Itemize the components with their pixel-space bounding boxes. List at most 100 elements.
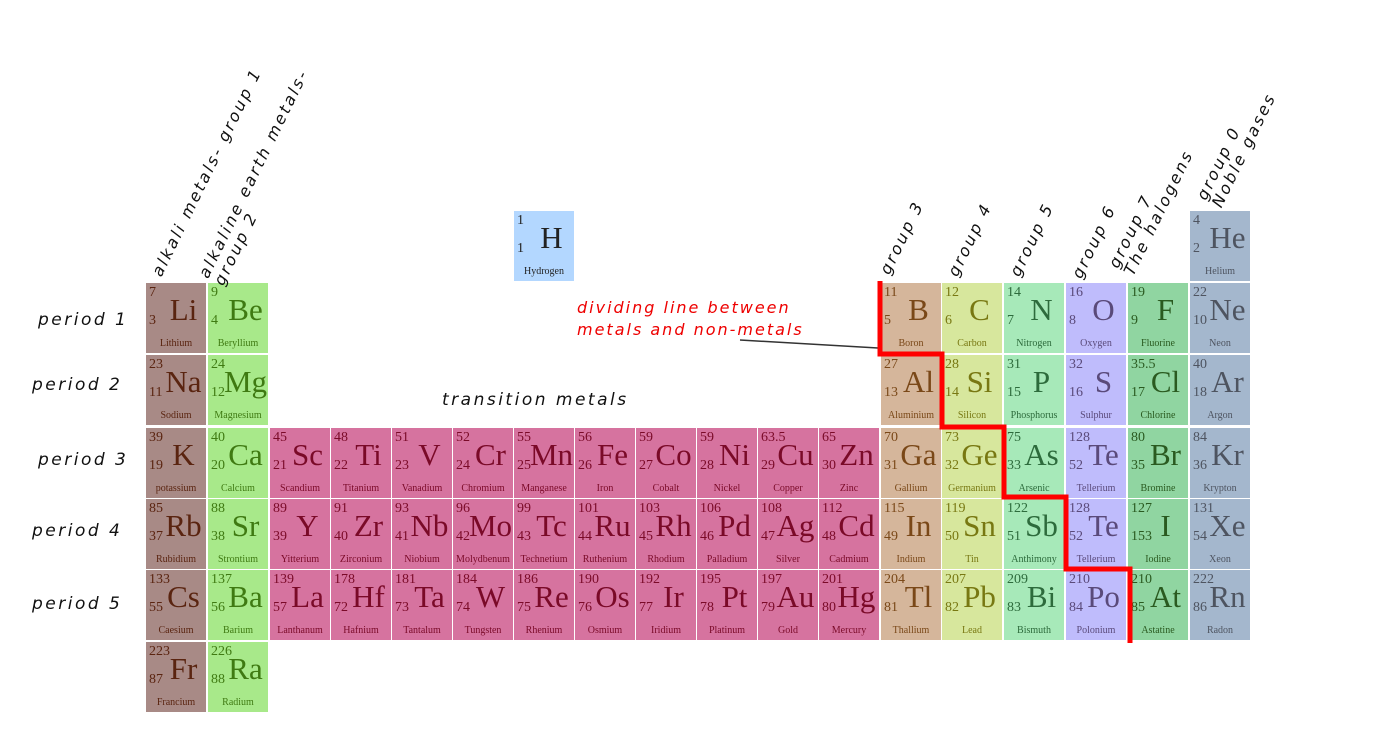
element-symbol: As — [1024, 437, 1059, 472]
element-name: Chromium — [461, 483, 505, 494]
element-symbol: Rn — [1209, 579, 1246, 614]
element-cell-as: 75 33 As Arsenic — [1004, 428, 1064, 498]
element-symbol: Y — [296, 508, 319, 543]
atomic-mass: 56 — [578, 430, 592, 445]
element-cell-s: 32 16 S Sulphur — [1066, 355, 1126, 425]
element-cell-ru: 101 44 Ru Ruthenium — [575, 499, 635, 569]
atomic-mass: 96 — [456, 501, 470, 516]
element-name: Lead — [962, 625, 982, 636]
element-cell-ne: 22 10 Ne Neon — [1190, 283, 1250, 353]
element-name: Strontium — [217, 554, 258, 565]
element-symbol: Ni — [719, 437, 750, 472]
element-symbol: N — [1030, 292, 1053, 327]
element-cell-ti: 48 22 Ti Titanium — [331, 428, 391, 498]
atomic-number: 86 — [1193, 600, 1207, 615]
element-cell-n: 14 7 N Nitrogen — [1004, 283, 1064, 353]
atomic-mass: 195 — [700, 572, 721, 587]
element-cell-pd: 106 46 Pd Palladium — [697, 499, 757, 569]
atomic-mass: 32 — [1069, 357, 1083, 372]
atomic-number: 88 — [211, 672, 225, 687]
element-cell-au: 197 79 Au Gold — [758, 570, 818, 640]
element-name: Beryllium — [217, 338, 259, 349]
atomic-mass: 11 — [884, 285, 898, 300]
element-name: Caesium — [158, 625, 194, 636]
element-name: potassium — [155, 483, 197, 494]
atomic-mass: 89 — [273, 501, 287, 516]
atomic-mass: 48 — [334, 430, 348, 445]
atomic-mass: 9 — [211, 285, 218, 300]
element-symbol: Sr — [231, 508, 260, 543]
atomic-mass: 204 — [884, 572, 905, 587]
atomic-mass: 181 — [395, 572, 416, 587]
atomic-mass: 88 — [211, 501, 225, 516]
atomic-mass: 84 — [1193, 430, 1207, 445]
element-symbol: C — [969, 292, 990, 327]
atomic-number: 76 — [578, 600, 592, 615]
atomic-number: 35 — [1131, 458, 1145, 473]
atomic-number: 4 — [211, 313, 218, 328]
element-symbol: Rh — [655, 508, 692, 543]
element-symbol: Ru — [594, 508, 631, 543]
period-label-3: period 3 — [38, 450, 129, 470]
element-symbol: Fe — [597, 437, 628, 472]
element-symbol: Ga — [900, 437, 937, 472]
element-symbol: Ra — [228, 651, 263, 686]
element-name: Radon — [1206, 625, 1234, 636]
element-cell-he: 4 2 He Helium — [1190, 211, 1250, 281]
metal-nonmetal-dividing-line — [877, 281, 1133, 643]
atomic-mass: 1 — [517, 213, 524, 228]
element-name: Bismuth — [1017, 625, 1051, 636]
element-name: Zirconium — [339, 554, 383, 565]
atomic-number: 153 — [1131, 529, 1152, 544]
atomic-mass: 210 — [1069, 572, 1090, 587]
atomic-number: 52 — [1069, 529, 1083, 544]
atomic-mass: 7 — [149, 285, 156, 300]
atomic-mass: 101 — [578, 501, 599, 516]
atomic-mass: 210 — [1131, 572, 1152, 587]
element-name: Rhodium — [647, 554, 685, 565]
atomic-number: 29 — [761, 458, 775, 473]
atomic-mass: 59 — [700, 430, 714, 445]
atomic-mass: 115 — [884, 501, 905, 516]
atomic-mass: 75 — [1007, 430, 1021, 445]
atomic-number: 22 — [334, 458, 348, 473]
element-name: Copper — [773, 483, 803, 494]
element-name: Nitrogen — [1016, 338, 1052, 349]
atomic-mass: 133 — [149, 572, 170, 587]
element-symbol: Sc — [292, 437, 323, 472]
atomic-mass: 39 — [149, 430, 163, 445]
atomic-number: 21 — [273, 458, 287, 473]
element-symbol: Si — [966, 364, 993, 399]
element-name: Scandium — [280, 483, 320, 494]
atomic-mass: 128 — [1069, 501, 1090, 516]
element-symbol: Ar — [1211, 364, 1244, 399]
atomic-number: 44 — [578, 529, 592, 544]
element-cell-zr: 91 40 Zr Zirconium — [331, 499, 391, 569]
atomic-mass: 4 — [1193, 213, 1200, 228]
atomic-number: 79 — [761, 600, 775, 615]
element-name: Indium — [896, 554, 926, 565]
atomic-mass: 40 — [1193, 357, 1207, 372]
element-cell-li: 7 3 Li Lithium — [146, 283, 206, 353]
element-name: Molydbenum — [456, 554, 510, 565]
element-cell-ra: 226 88 Ra Radium — [208, 642, 268, 712]
element-cell-na: 23 11 Na Sodium — [146, 355, 206, 425]
atomic-number: 36 — [1193, 458, 1207, 473]
atomic-number: 13 — [884, 385, 898, 400]
atomic-number: 26 — [578, 458, 592, 473]
element-name: Iron — [596, 483, 614, 494]
element-name: Iodine — [1145, 554, 1171, 565]
element-cell-in: 115 49 In Indium — [881, 499, 941, 569]
element-symbol: Kr — [1211, 437, 1244, 472]
atomic-number: 33 — [1007, 458, 1021, 473]
element-name: Astatine — [1141, 625, 1175, 636]
element-cell-hg: 201 80 Hg Mercury — [819, 570, 879, 640]
element-name: Barium — [223, 625, 253, 636]
element-name: Silver — [776, 554, 800, 565]
element-symbol: Nb — [410, 508, 449, 543]
atomic-mass: 137 — [211, 572, 232, 587]
element-name: Tantalum — [403, 625, 441, 636]
element-symbol: Ge — [961, 437, 998, 472]
atomic-number: 46 — [700, 529, 714, 544]
